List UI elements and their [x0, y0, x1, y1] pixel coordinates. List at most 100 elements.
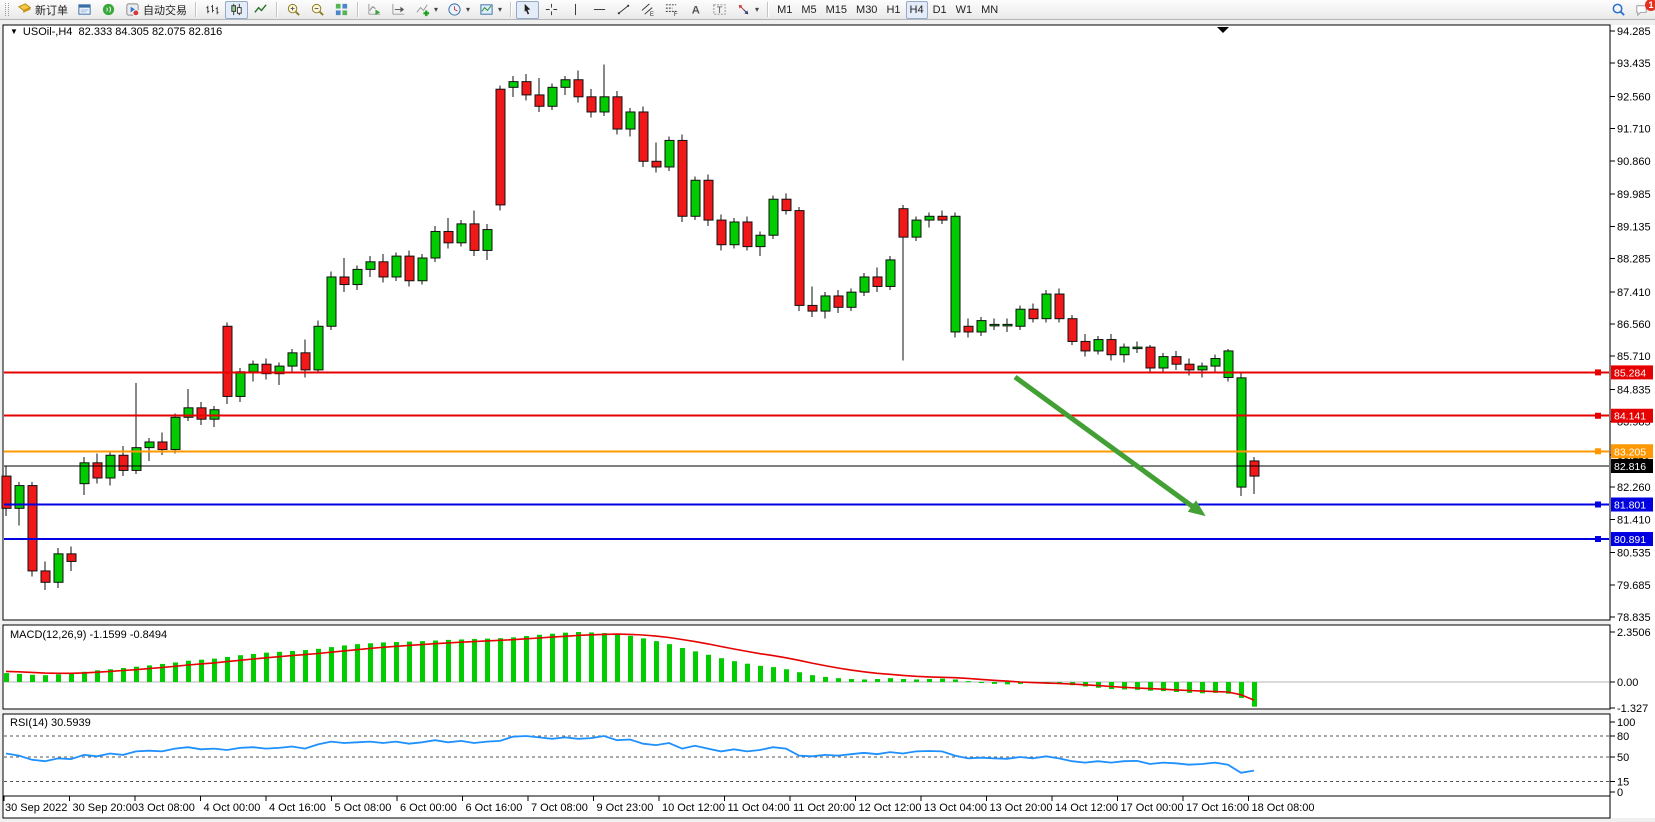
notification-badge[interactable]: 1	[1645, 0, 1655, 11]
line-chart-button[interactable]	[249, 1, 272, 19]
svg-text:81.801: 81.801	[1614, 500, 1646, 512]
chart-title-text: USOil-,H4 82.333 84.305 82.075 82.816	[22, 26, 223, 38]
tf-button-d1[interactable]: D1	[929, 1, 951, 19]
svg-text:3 Oct 08:00: 3 Oct 08:00	[138, 802, 195, 814]
rsi-indicator-label: RSI(14) 30.5939	[10, 717, 91, 729]
bar-chart-button[interactable]	[201, 1, 224, 19]
new-order-button[interactable]: 新订单	[13, 1, 72, 19]
svg-text:91.710: 91.710	[1617, 124, 1651, 136]
new-order-label: 新订单	[35, 4, 68, 17]
tf-button-m5[interactable]: M5	[797, 1, 820, 19]
channel-letter: E	[650, 11, 654, 17]
chart-shift-button[interactable]	[387, 1, 410, 19]
zoom-in-button[interactable]	[282, 1, 305, 19]
svg-text:2.3506: 2.3506	[1617, 627, 1651, 639]
chart-window: 94.285 93.435 92.560 91.710 90.860 89.985 89.1…	[0, 20, 1655, 822]
svg-text:94.285: 94.285	[1617, 26, 1651, 38]
auto-scroll-button[interactable]	[363, 1, 386, 19]
text-button[interactable]: A	[684, 1, 707, 19]
tf-button-m15[interactable]: M15	[822, 1, 851, 19]
trendline-button[interactable]	[612, 1, 635, 19]
svg-text:92.560: 92.560	[1617, 91, 1651, 103]
svg-text:88.285: 88.285	[1617, 254, 1651, 266]
candlestick-chart-button[interactable]	[225, 0, 248, 19]
svg-text:93.435: 93.435	[1617, 58, 1651, 70]
svg-text:82.260: 82.260	[1617, 482, 1651, 494]
terminal-button[interactable]	[73, 1, 96, 19]
svg-text:90.860: 90.860	[1617, 156, 1651, 168]
svg-text:12 Oct 12:00: 12 Oct 12:00	[859, 802, 922, 814]
templates-button[interactable]: ▾	[475, 1, 506, 19]
tf-button-m1[interactable]: M1	[773, 1, 796, 19]
dropdown-caret-icon: ▾	[466, 5, 471, 14]
tf-button-w1[interactable]: W1	[952, 1, 977, 19]
template-icon	[480, 4, 493, 15]
autotrading-icon	[126, 3, 140, 17]
tf-button-h4[interactable]: H4	[905, 0, 928, 19]
svg-text:81.410: 81.410	[1617, 514, 1651, 526]
separator	[767, 2, 770, 17]
vertical-line-button[interactable]	[564, 1, 587, 19]
text-label-letter: T	[717, 5, 723, 15]
fibonacci-button[interactable]: F	[660, 1, 683, 19]
add-indicator-icon	[416, 4, 430, 17]
cursor-button[interactable]	[516, 0, 540, 19]
arrows-tool-button[interactable]: ▾	[732, 1, 763, 19]
svg-text:17 Oct 16:00: 17 Oct 16:00	[1186, 802, 1249, 814]
svg-text:83.205: 83.205	[1614, 446, 1646, 458]
svg-text:30 Sep 2022: 30 Sep 2022	[5, 802, 67, 814]
horizontal-line-button[interactable]	[588, 1, 611, 19]
zoom-out-button[interactable]	[306, 1, 329, 19]
chart-shift-icon	[392, 3, 405, 15]
indicators-button[interactable]: ▾	[411, 1, 442, 19]
text-letter: A	[692, 4, 700, 16]
sound-alerts-button[interactable]	[97, 1, 120, 19]
tf-label: D1	[932, 3, 947, 16]
separator	[510, 2, 513, 17]
text-label-icon: T	[713, 4, 726, 15]
chevron-down-icon[interactable]: ▼	[10, 27, 18, 36]
tile-windows-button[interactable]	[330, 1, 353, 19]
svg-text:85.710: 85.710	[1617, 351, 1651, 363]
svg-text:84.141: 84.141	[1614, 411, 1646, 423]
svg-text:87.410: 87.410	[1617, 287, 1651, 299]
periods-button[interactable]: ▾	[443, 1, 474, 19]
dropdown-caret-icon: ▾	[434, 5, 439, 14]
autotrading-button[interactable]: 自动交易	[121, 1, 191, 19]
separator	[357, 2, 359, 17]
tile-windows-icon	[335, 3, 348, 16]
chart-canvas[interactable]: 94.285 93.435 92.560 91.710 90.860 89.985 89.1…	[0, 20, 1655, 822]
svg-text:15: 15	[1617, 777, 1629, 789]
new-order-icon	[17, 3, 32, 13]
tf-button-m30[interactable]: M30	[852, 1, 881, 19]
tf-label: W1	[955, 3, 973, 16]
chart-title: ▼ USOil-,H4 82.333 84.305 82.075 82.816	[10, 26, 222, 38]
tf-button-mn[interactable]: MN	[977, 1, 1002, 19]
clock-icon	[448, 3, 461, 16]
svg-text:13 Oct 04:00: 13 Oct 04:00	[924, 802, 987, 814]
horizontal-line-icon	[593, 9, 606, 10]
separator	[195, 2, 197, 17]
svg-text:9 Oct 23:00: 9 Oct 23:00	[597, 802, 654, 814]
arrows-icon	[738, 4, 749, 15]
svg-text:79.685: 79.685	[1617, 580, 1651, 592]
tf-label: MN	[981, 3, 999, 16]
svg-text:11 Oct 04:00: 11 Oct 04:00	[728, 802, 790, 814]
text-label-button[interactable]: T	[708, 1, 731, 19]
toolbar-grip[interactable]	[5, 3, 9, 16]
svg-text:6 Oct 00:00: 6 Oct 00:00	[400, 802, 457, 814]
fibonacci-icon: F	[665, 4, 678, 17]
svg-text:17 Oct 00:00: 17 Oct 00:00	[1121, 802, 1184, 814]
svg-text:100: 100	[1617, 717, 1635, 729]
tf-button-h1[interactable]: H1	[882, 1, 904, 19]
separator	[276, 2, 278, 17]
search-button[interactable]	[1607, 1, 1630, 19]
bar-chart-icon	[206, 4, 219, 15]
equidistant-channel-button[interactable]: E	[636, 1, 659, 19]
terminal-window-icon	[78, 4, 91, 15]
macd-indicator-label: MACD(12,26,9) -1.1599 -0.8494	[10, 629, 168, 641]
crosshair-button[interactable]	[540, 1, 563, 19]
svg-text:30 Sep 20:00: 30 Sep 20:00	[73, 802, 138, 814]
svg-text:14 Oct 12:00: 14 Oct 12:00	[1055, 802, 1118, 814]
svg-text:80.535: 80.535	[1617, 548, 1651, 560]
